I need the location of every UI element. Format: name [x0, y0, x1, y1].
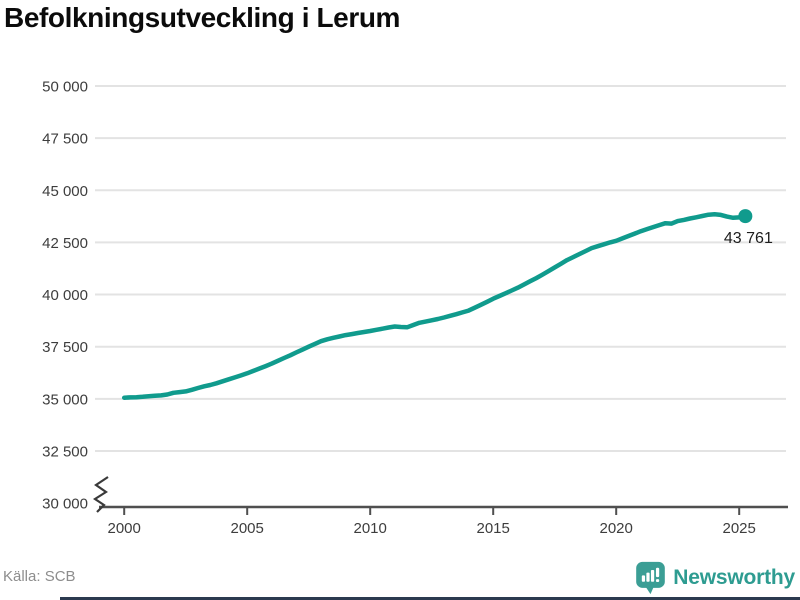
y-tick-label: 37 500: [42, 339, 88, 356]
y-tick-label: 32 500: [42, 443, 88, 460]
y-tick-label: 30 000: [42, 496, 88, 513]
x-tick-label: 2005: [231, 520, 264, 537]
newsworthy-wordmark: Newsworthy: [673, 566, 795, 589]
y-tick-label: 50 000: [42, 79, 88, 96]
source-note: Källa: SCB: [3, 568, 76, 585]
y-tick-labels: 50 000 47 500 45 000 42 500 40 000 37 500 35 0…: [42, 79, 88, 513]
x-tick-label: 2010: [354, 520, 387, 537]
y-axis-break-icon: [92, 476, 109, 513]
end-value-label: 43 761: [724, 230, 773, 247]
y-gridlines: [95, 85, 786, 452]
series-end-dot: [738, 209, 753, 224]
x-tick-label: 2025: [723, 520, 756, 537]
x-tick-label: 2020: [600, 520, 633, 537]
page-title: Befolkningsutveckling i Lerum: [4, 2, 401, 33]
y-tick-label: 47 500: [42, 131, 88, 148]
y-tick-label: 45 000: [42, 183, 88, 200]
x-ticks: 2000 2005 2010 2015 2020 2025: [108, 507, 756, 537]
newsworthy-logo[interactable]: Newsworthy: [635, 561, 795, 595]
y-tick-label: 40 000: [42, 287, 88, 304]
series-line: [121, 212, 748, 400]
newsworthy-bubble-chart-icon: [636, 561, 666, 595]
x-tick-label: 2015: [477, 520, 510, 537]
x-tick-label: 2000: [108, 520, 141, 537]
population-chart: 50 000 47 500 45 000 42 500 40 000 37 500 35 0…: [42, 79, 788, 537]
y-tick-label: 35 000: [42, 391, 88, 408]
bottom-edge-bar: [60, 597, 800, 600]
y-tick-label: 42 500: [42, 235, 88, 252]
